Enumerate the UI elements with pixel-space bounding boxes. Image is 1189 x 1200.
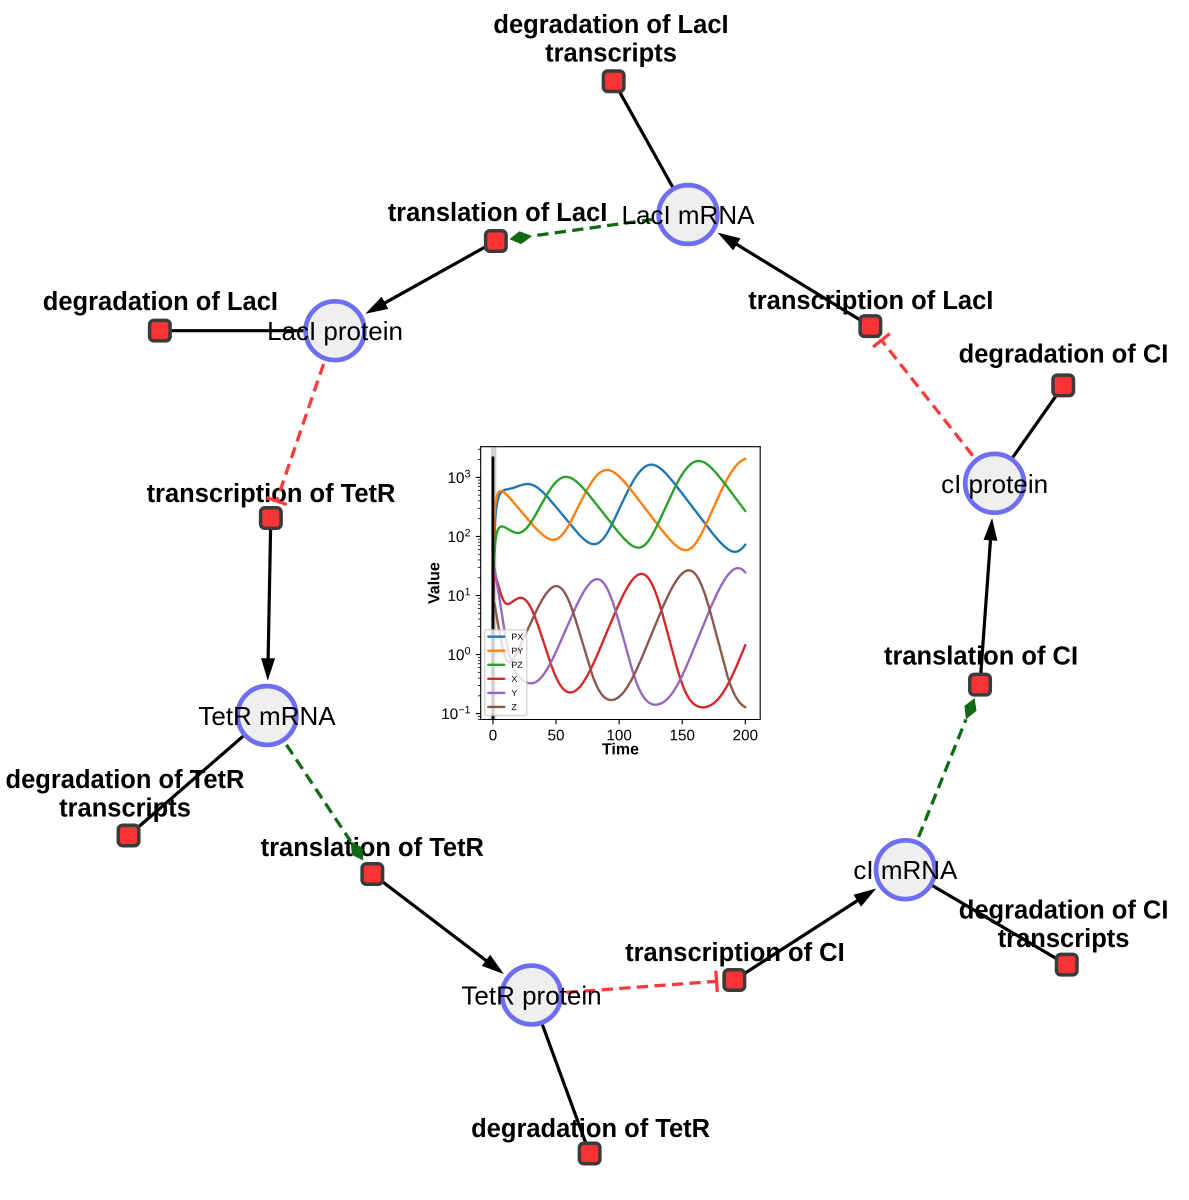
svg-text:TetR mRNA: TetR mRNA bbox=[198, 701, 336, 731]
svg-text:transcripts: transcripts bbox=[998, 925, 1130, 953]
svg-text:transcription of CI: transcription of CI bbox=[625, 939, 845, 967]
svg-text:translation of TetR: translation of TetR bbox=[261, 834, 484, 862]
svg-text:transcripts: transcripts bbox=[545, 39, 677, 67]
svg-text:degradation of LacI: degradation of LacI bbox=[43, 288, 278, 316]
svg-text:cI mRNA: cI mRNA bbox=[853, 855, 958, 885]
svg-text:degradation of CI: degradation of CI bbox=[959, 341, 1169, 369]
svg-text:transcription of TetR: transcription of TetR bbox=[147, 480, 396, 508]
svg-text:LacI protein: LacI protein bbox=[267, 316, 403, 346]
svg-text:degradation of LacI: degradation of LacI bbox=[493, 11, 728, 39]
svg-text:cI protein: cI protein bbox=[941, 469, 1048, 499]
svg-text:translation of LacI: translation of LacI bbox=[388, 199, 608, 227]
svg-text:TetR protein: TetR protein bbox=[461, 981, 601, 1011]
svg-text:LacI mRNA: LacI mRNA bbox=[622, 200, 756, 230]
svg-text:transcription of LacI: transcription of LacI bbox=[748, 287, 993, 315]
svg-text:degradation of TetR: degradation of TetR bbox=[471, 1115, 710, 1143]
svg-text:degradation of TetR: degradation of TetR bbox=[6, 766, 245, 794]
